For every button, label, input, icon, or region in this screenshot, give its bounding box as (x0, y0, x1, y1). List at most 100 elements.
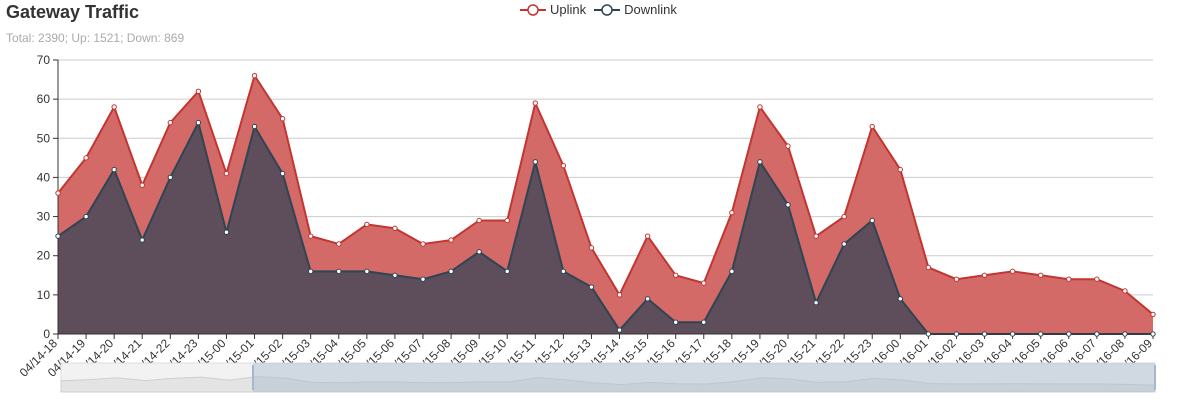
data-point-downlink[interactable] (448, 268, 454, 275)
data-point-uplink[interactable] (869, 123, 875, 130)
data-point-downlink[interactable] (869, 217, 875, 224)
y-tick-label: 70 (37, 53, 51, 67)
data-point-uplink[interactable] (1009, 268, 1016, 275)
data-point-downlink[interactable] (392, 272, 398, 278)
y-tick-label: 50 (37, 131, 51, 145)
data-point-downlink[interactable] (420, 276, 426, 282)
data-point-uplink[interactable] (223, 170, 230, 177)
data-point-downlink[interactable] (1066, 331, 1072, 337)
data-point-downlink[interactable] (1122, 331, 1128, 337)
data-point-uplink[interactable] (981, 272, 988, 278)
data-point-uplink[interactable] (897, 166, 904, 173)
data-point-downlink[interactable] (588, 284, 595, 290)
data-point-downlink[interactable] (785, 202, 791, 208)
legend-uplink-icon (520, 3, 546, 16)
data-point-uplink[interactable] (1122, 288, 1128, 294)
data-point-uplink[interactable] (785, 143, 791, 149)
data-point-downlink[interactable] (532, 159, 539, 165)
data-zoom-slider[interactable] (60, 362, 1156, 393)
chart-subtitle: Total: 2390; Up: 1521; Down: 869 (6, 31, 185, 45)
data-point-downlink[interactable] (560, 268, 567, 275)
data-point-downlink[interactable] (616, 327, 623, 333)
data-point-uplink[interactable] (420, 241, 426, 247)
data-point-uplink[interactable] (1037, 272, 1044, 278)
data-point-uplink[interactable] (841, 213, 847, 220)
data-point-downlink[interactable] (476, 249, 482, 255)
data-point-downlink[interactable] (644, 296, 651, 302)
data-point-uplink[interactable] (307, 233, 314, 239)
data-point-downlink[interactable] (504, 268, 510, 275)
y-tick-label: 10 (37, 288, 51, 302)
data-point-uplink[interactable] (953, 276, 960, 282)
data-point-downlink[interactable] (139, 237, 145, 243)
data-point-uplink[interactable] (757, 104, 763, 110)
data-point-uplink[interactable] (644, 233, 651, 239)
data-point-uplink[interactable] (364, 221, 370, 228)
y-tick-label: 20 (37, 249, 51, 263)
series-line-uplink (57, 73, 1154, 316)
data-point-downlink[interactable] (981, 331, 988, 337)
series-points (55, 72, 1156, 337)
data-point-downlink[interactable] (1037, 331, 1044, 337)
data-point-uplink[interactable] (1150, 311, 1156, 318)
data-point-uplink[interactable] (504, 217, 510, 224)
data-point-uplink[interactable] (560, 162, 567, 169)
zoom-selected-range[interactable] (253, 363, 1155, 392)
legend-item-downlink[interactable]: Downlink (594, 2, 677, 17)
data-point-downlink[interactable] (55, 233, 61, 239)
data-point-downlink[interactable] (757, 159, 763, 165)
data-point-downlink[interactable] (195, 119, 202, 126)
data-point-downlink[interactable] (672, 319, 679, 325)
data-point-uplink[interactable] (701, 280, 707, 286)
data-point-downlink[interactable] (83, 213, 89, 220)
data-point-downlink[interactable] (897, 296, 904, 302)
data-point-downlink[interactable] (701, 319, 707, 325)
data-point-downlink[interactable] (223, 229, 230, 235)
y-tick-label: 30 (37, 210, 51, 224)
data-point-uplink[interactable] (279, 116, 286, 122)
data-point-uplink[interactable] (336, 241, 342, 247)
legend-item-uplink[interactable]: Uplink (520, 2, 586, 17)
data-point-downlink[interactable] (1094, 331, 1100, 337)
data-point-uplink[interactable] (167, 119, 174, 126)
data-point-downlink[interactable] (167, 174, 174, 181)
y-tick-label: 0 (43, 327, 50, 341)
data-point-uplink[interactable] (448, 237, 454, 243)
data-point-uplink[interactable] (813, 233, 819, 239)
data-point-uplink[interactable] (588, 245, 595, 251)
data-point-uplink[interactable] (111, 104, 117, 110)
data-point-uplink[interactable] (251, 72, 258, 79)
data-point-uplink[interactable] (532, 100, 539, 106)
data-point-downlink[interactable] (111, 166, 117, 173)
data-point-downlink[interactable] (925, 331, 932, 337)
data-point-uplink[interactable] (139, 182, 145, 188)
data-point-uplink[interactable] (392, 225, 398, 232)
data-point-uplink[interactable] (672, 272, 679, 278)
data-point-uplink[interactable] (55, 190, 61, 196)
data-point-downlink[interactable] (813, 299, 819, 306)
data-point-downlink[interactable] (364, 268, 370, 275)
series-areas (57, 73, 1154, 335)
data-point-downlink[interactable] (729, 268, 735, 275)
legend: Uplink Downlink (520, 2, 685, 17)
data-point-downlink[interactable] (1009, 331, 1016, 337)
data-point-uplink[interactable] (83, 155, 89, 161)
data-point-downlink[interactable] (279, 170, 286, 177)
data-point-downlink[interactable] (251, 123, 258, 130)
data-point-downlink[interactable] (307, 268, 314, 275)
data-point-downlink[interactable] (1150, 331, 1156, 337)
data-point-uplink[interactable] (1066, 276, 1072, 282)
data-point-uplink[interactable] (616, 292, 623, 298)
data-point-uplink[interactable] (925, 264, 932, 271)
data-point-downlink[interactable] (841, 241, 847, 247)
data-point-uplink[interactable] (729, 209, 735, 216)
data-point-downlink[interactable] (336, 268, 342, 275)
zoom-handle-left[interactable] (252, 365, 254, 390)
data-point-downlink[interactable] (953, 331, 960, 337)
data-point-uplink[interactable] (1094, 276, 1100, 282)
chart-title: Gateway Traffic (6, 2, 140, 22)
data-point-uplink[interactable] (476, 217, 482, 224)
y-tick-label: 40 (37, 170, 51, 184)
data-point-uplink[interactable] (195, 88, 202, 95)
zoom-handle-right[interactable] (1154, 365, 1156, 390)
